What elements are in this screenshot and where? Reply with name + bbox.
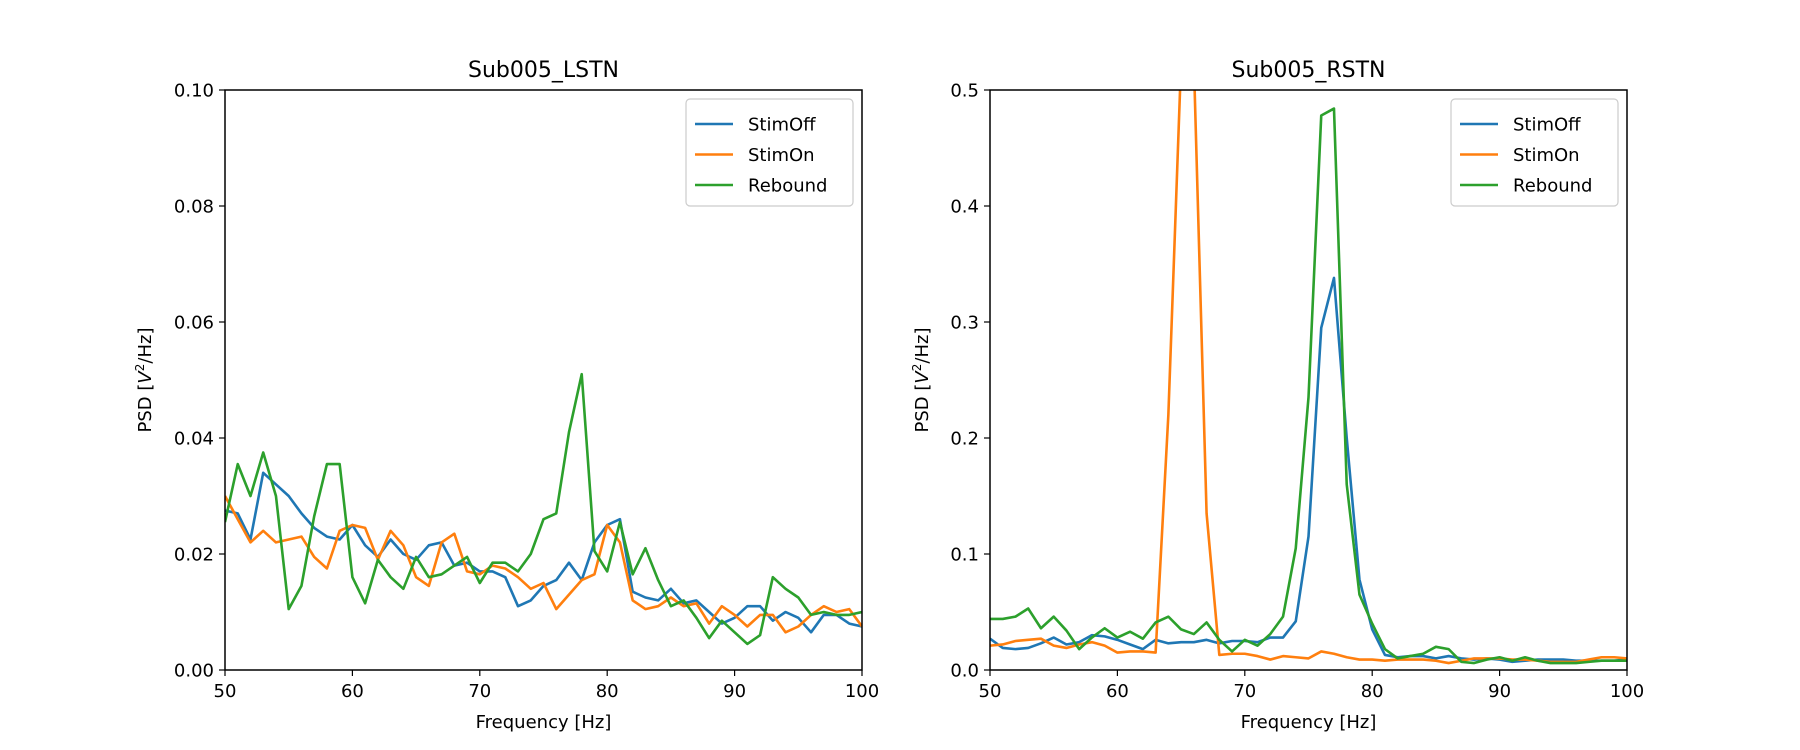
x-tick-label: 70 [1233, 681, 1256, 702]
series-line-rebound [990, 107, 1627, 665]
legend-label-stimoff: StimOff [748, 115, 816, 136]
y-tick-label: 0.4 [950, 197, 979, 218]
chart-title: Sub005_LSTN [468, 58, 619, 83]
y-axis-label: PSD [V2/Hz] [910, 328, 933, 433]
x-tick-label: 100 [1610, 681, 1644, 702]
x-tick-label: 80 [596, 681, 619, 702]
legend: StimOff StimOn Rebound [1450, 98, 1619, 207]
y-tick-label: 0.1 [950, 545, 979, 566]
y-tick-label: 0.5 [950, 81, 979, 102]
x-axis-label: Frequency [Hz] [1241, 712, 1377, 733]
axes-frame [224, 89, 863, 671]
x-tick-label: 50 [214, 681, 237, 702]
legend-label-stimon: StimOn [748, 145, 815, 166]
legend: StimOff StimOn Rebound [685, 98, 854, 207]
y-axis-label: PSD [V2/Hz] [133, 328, 156, 433]
legend-box [685, 98, 854, 207]
y-tick-label: 0.08 [174, 197, 214, 218]
ticks-group: 50 60 70 80 90 100 0.0 0.1 0.2 0.3 0.4 0.5 [950, 81, 1644, 703]
y-tick-label: 0.06 [174, 313, 214, 334]
x-tick-label: 100 [845, 681, 879, 702]
series-lines [225, 372, 862, 646]
y-tick-label: 0.04 [174, 429, 214, 450]
y-tick-label: 0.0 [950, 661, 979, 682]
chart-panel-left: Sub005_LSTN 50 60 70 80 90 100 0.00 0.02 0.04 0.0… [133, 58, 879, 733]
x-axis-label: Frequency [Hz] [476, 712, 612, 733]
y-tick-label: 0.2 [950, 429, 979, 450]
series-lines [990, 90, 1627, 665]
x-tick-label: 70 [468, 681, 491, 702]
x-tick-label: 80 [1361, 681, 1384, 702]
legend-box [1450, 98, 1619, 207]
y-tick-label: 0.02 [174, 545, 214, 566]
ticks-group: 50 60 70 80 90 100 0.00 0.02 0.04 0.06 0.08 0.10 [174, 81, 879, 703]
x-tick-label: 60 [341, 681, 364, 702]
series-line-stimon [225, 495, 862, 634]
y-tick-label: 0.00 [174, 661, 214, 682]
x-tick-label: 60 [1106, 681, 1129, 702]
legend-label-rebound: Rebound [748, 176, 827, 197]
y-tick-label: 0.3 [950, 313, 979, 334]
chart-title: Sub005_RSTN [1231, 58, 1385, 83]
x-tick-label: 90 [723, 681, 746, 702]
legend-label-rebound: Rebound [1513, 176, 1592, 197]
x-tick-label: 50 [979, 681, 1002, 702]
y-tick-label: 0.10 [174, 81, 214, 102]
legend-label-stimoff: StimOff [1513, 115, 1581, 136]
chart-panel-right: Sub005_RSTN 50 60 70 80 90 100 0.0 0.1 0.2 0.3 0.4… [910, 58, 1644, 733]
x-tick-label: 90 [1488, 681, 1511, 702]
legend-label-stimon: StimOn [1513, 145, 1580, 166]
axes-frame [989, 89, 1628, 671]
series-line-rebound [225, 372, 862, 646]
